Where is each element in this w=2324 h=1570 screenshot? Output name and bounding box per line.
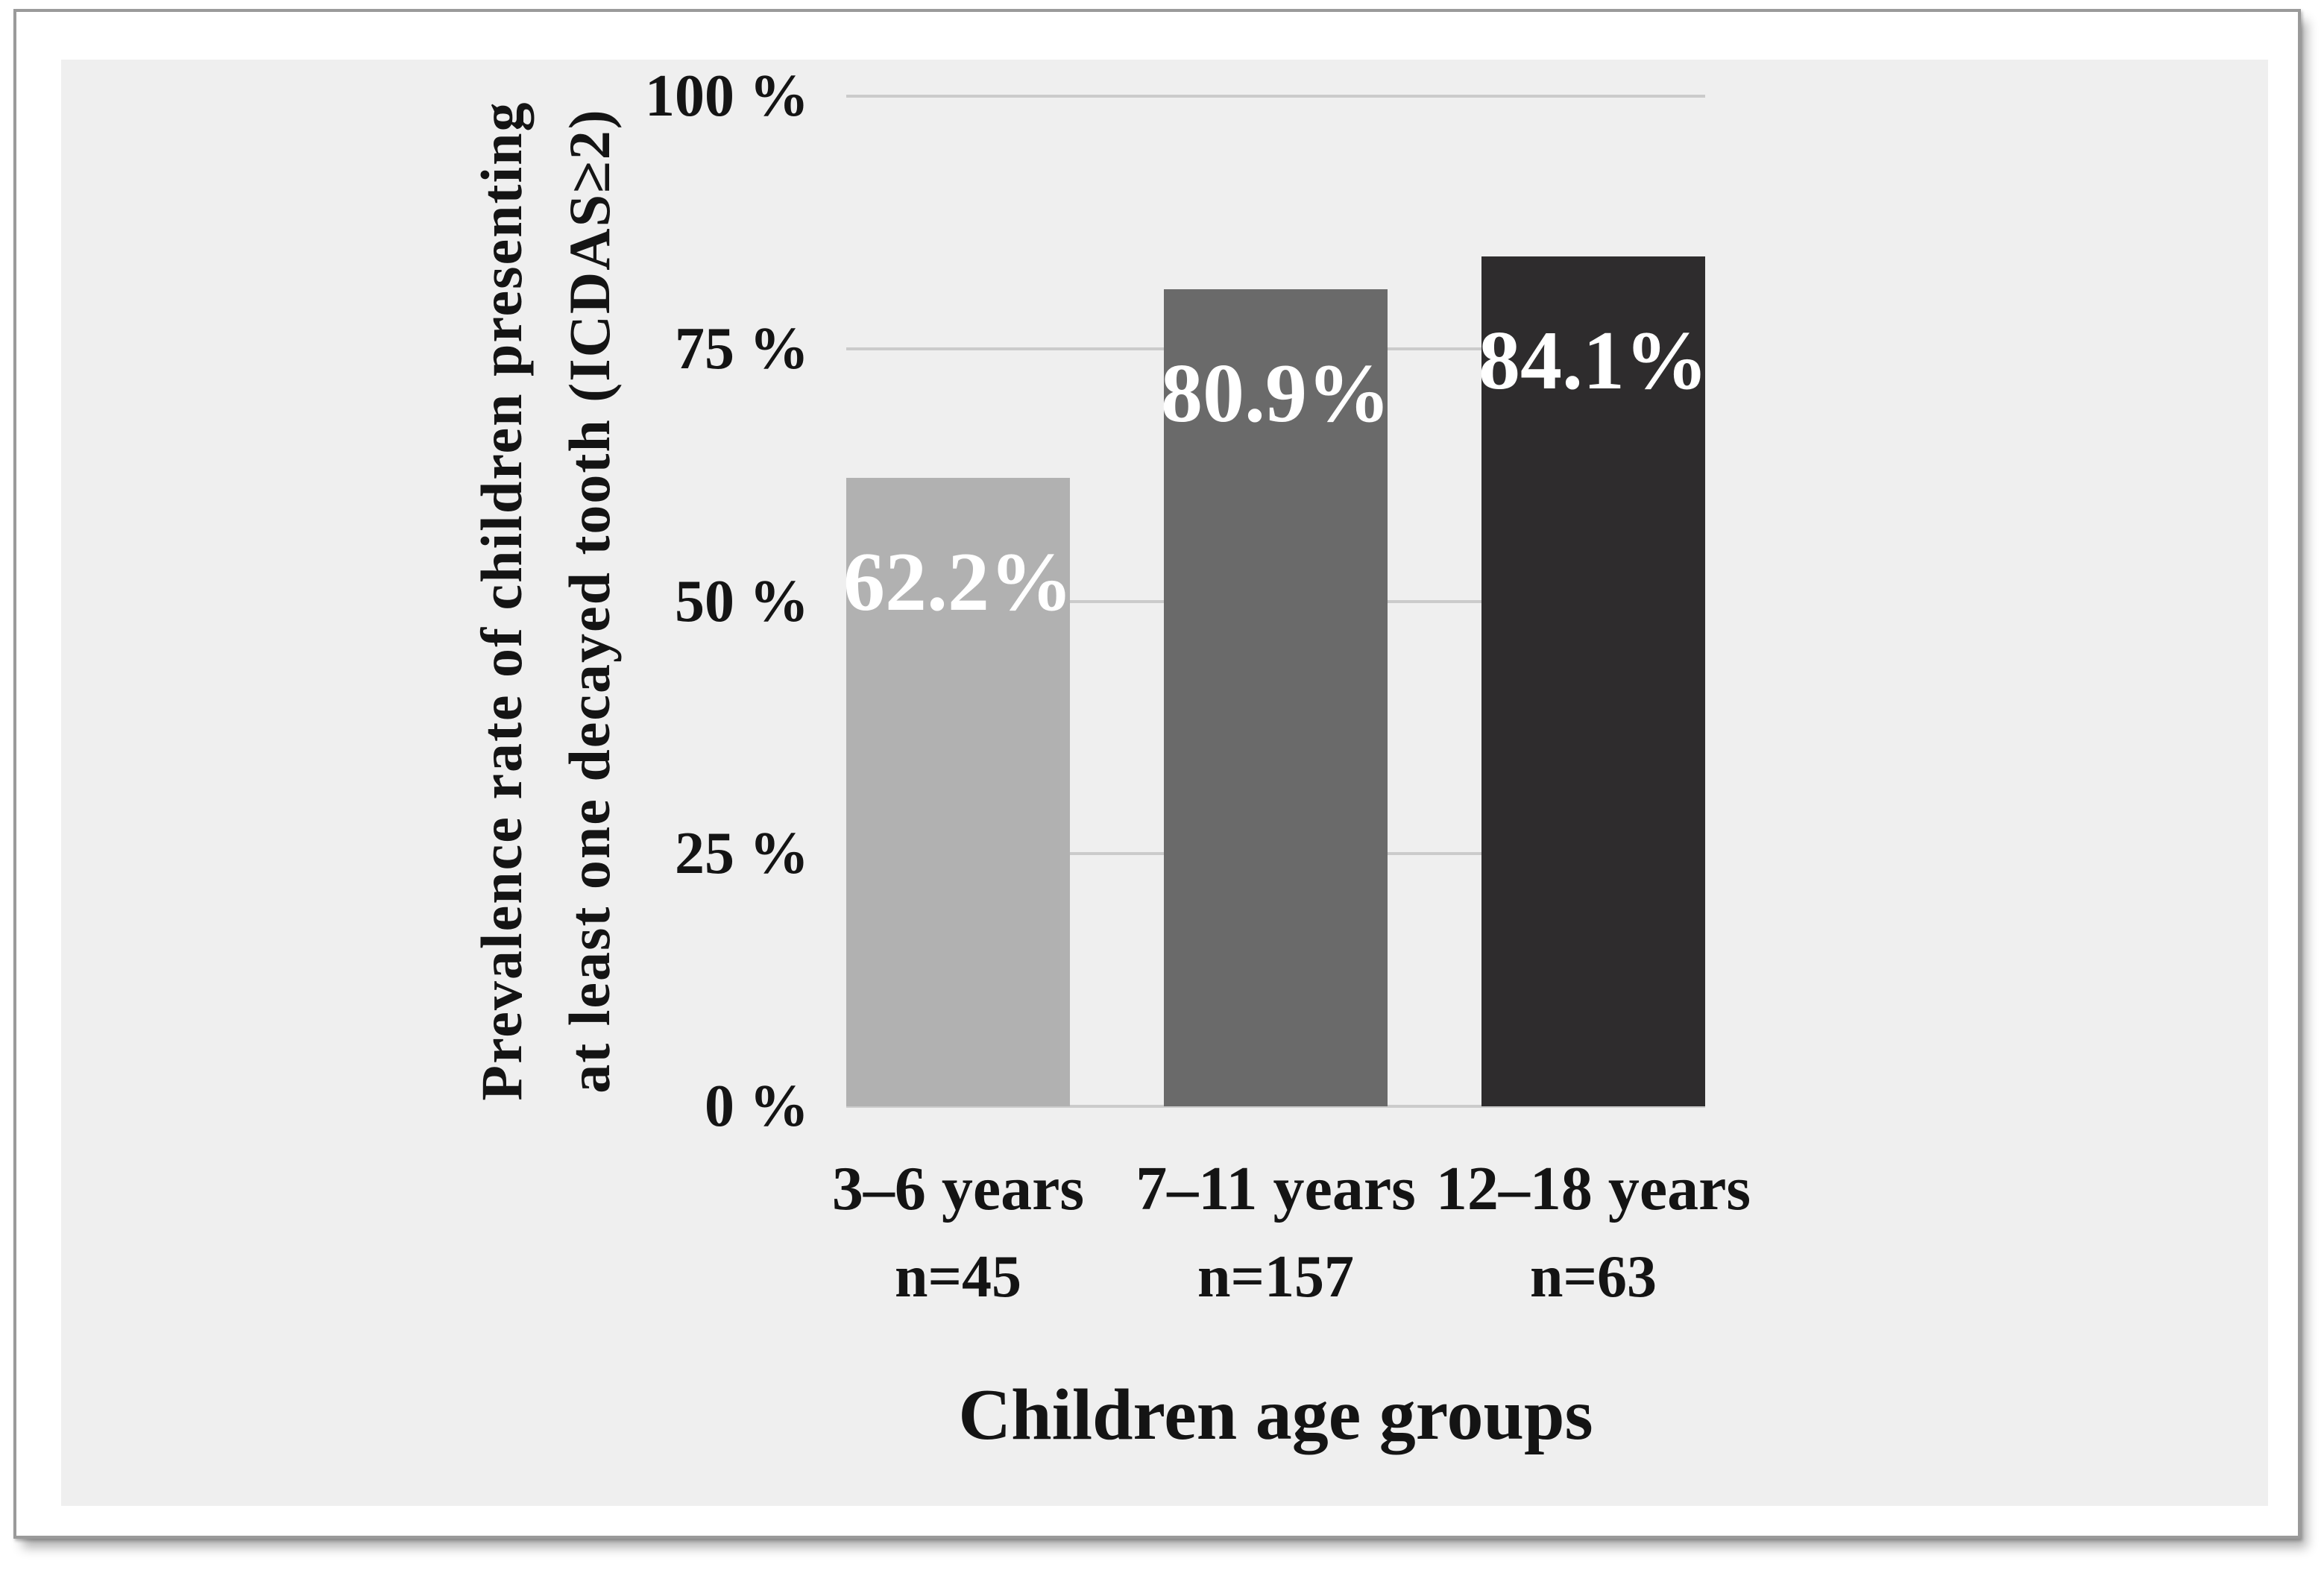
plot-area: 0 % 25 % 50 % 75 % 100 % 62.2% 3–6 years n=45 80… <box>645 63 1751 1310</box>
bar-12-18-years: 84.1% <box>1479 256 1708 1106</box>
y-gridline-100 <box>846 95 1705 98</box>
x-category-count: n=45 <box>894 1244 1022 1310</box>
figure-frame: Prevalence rate of children presenting a… <box>13 9 2301 1539</box>
bar-7-11-years: 80.9% <box>1161 289 1391 1106</box>
x-category-label-7-11-years: 7–11 years n=157 <box>1067 1145 1484 1321</box>
x-category-years: 12–18 years <box>1435 1154 1751 1223</box>
x-category-years: 7–11 years <box>1136 1154 1416 1223</box>
y-tick-label-0: 0 % <box>705 1074 809 1139</box>
x-category-count: n=63 <box>1529 1244 1657 1310</box>
y-tick-label-100: 100 % <box>645 63 809 129</box>
y-gridline-0 <box>846 1105 1705 1108</box>
bar-value-label-3-6-years: 62.2% <box>843 536 1073 629</box>
y-axis-title-line1: Prevalence rate of children presenting <box>469 101 534 1101</box>
y-tick-label-50: 50 % <box>675 568 809 634</box>
chart-panel: Prevalence rate of children presenting a… <box>61 60 2268 1506</box>
bar-value-label-12-18-years: 84.1% <box>1479 315 1708 408</box>
bar-value-label-7-11-years: 80.9% <box>1161 347 1391 440</box>
bar-3-6-years: 62.2% <box>843 478 1073 1106</box>
x-category-count: n=157 <box>1197 1244 1355 1310</box>
y-tick-label-75: 75 % <box>675 315 809 382</box>
x-category-label-3-6-years: 3–6 years n=45 <box>749 1145 1167 1321</box>
y-tick-label-25: 25 % <box>675 821 809 887</box>
x-category-label-12-18-years: 12–18 years n=63 <box>1385 1145 1802 1321</box>
x-category-years: 3–6 years <box>831 1154 1085 1223</box>
x-axis-title: Children age groups <box>958 1375 1593 1455</box>
